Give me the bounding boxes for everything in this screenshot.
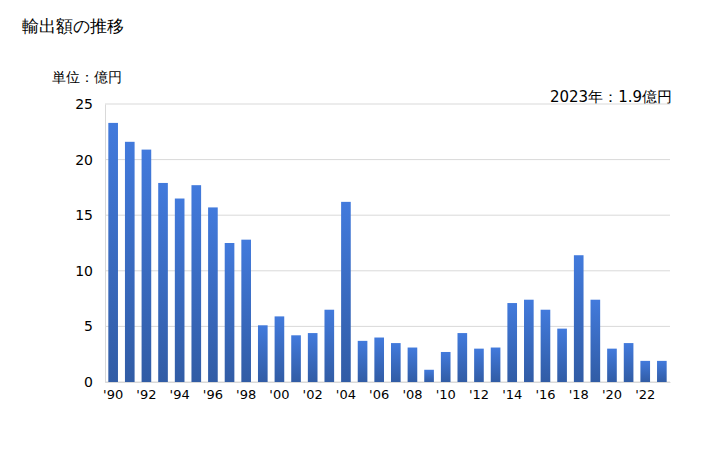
x-tick-label: '18 <box>569 387 589 402</box>
bar <box>507 303 517 382</box>
bar <box>408 348 418 382</box>
bar <box>458 333 468 382</box>
x-tick-label: '22 <box>635 387 655 402</box>
y-tick-label: 20 <box>75 152 93 168</box>
bar <box>142 150 152 382</box>
grid-line <box>105 215 670 216</box>
x-tick: '22 <box>635 387 655 402</box>
plot: 0 5 10 15 20 25 '90 '92 '94 '96 '98 '00 '02 '04 '06 '08… <box>75 96 670 402</box>
x-tick-label: '10 <box>436 387 456 402</box>
grid-line <box>105 159 670 160</box>
y-tick-label: 10 <box>75 263 93 279</box>
x-tick-label: '14 <box>502 387 522 402</box>
grid <box>105 104 670 382</box>
x-axis-line <box>106 382 671 383</box>
x-tick: '12 <box>469 387 489 402</box>
bar <box>640 361 650 382</box>
bar <box>175 199 185 382</box>
x-tick-label: '00 <box>269 387 289 402</box>
x-tick-label: '08 <box>402 387 422 402</box>
x-tick-label: '94 <box>170 387 190 402</box>
title: 輸出額の推移 <box>22 16 124 36</box>
annotation: 2023年：1.9億円 <box>550 88 672 106</box>
chart: 輸出額の推移単位：億円2023年：1.9億円0510152025'90'92'9… <box>0 0 728 450</box>
bar <box>158 183 168 382</box>
y-tick: 10 <box>75 263 105 279</box>
bar <box>108 123 118 382</box>
x-tick-label: '16 <box>535 387 555 402</box>
y-tick-label: 0 <box>84 374 93 390</box>
bar <box>391 343 401 382</box>
bar <box>308 333 318 382</box>
x-tick-label: '02 <box>303 387 323 402</box>
x-tick: '90 <box>103 387 123 402</box>
bar <box>324 310 334 382</box>
x-tick: '10 <box>436 387 456 402</box>
bar <box>258 325 268 382</box>
x-tick: '94 <box>170 387 190 402</box>
y-tick: 15 <box>75 207 105 223</box>
bar <box>275 316 285 382</box>
bar <box>341 202 351 382</box>
x-tick-label: '98 <box>236 387 256 402</box>
bar <box>607 349 617 382</box>
bar <box>624 343 634 382</box>
x-tick: '16 <box>535 387 555 402</box>
bar <box>424 370 434 382</box>
bar <box>358 341 368 382</box>
x-tick: '20 <box>602 387 622 402</box>
bar <box>241 240 251 382</box>
y-tick-label: 15 <box>75 207 93 223</box>
x-tick-label: '92 <box>136 387 156 402</box>
x-tick: '02 <box>303 387 323 402</box>
x-axis: '90 '92 '94 '96 '98 '00 '02 '04 '06 '08 '10 '12 '14 '… <box>103 383 670 403</box>
y-label: 単位：億円 <box>52 69 122 85</box>
y-tick: 5 <box>84 318 105 334</box>
x-tick: '96 <box>203 387 223 402</box>
x-tick: '14 <box>502 387 522 402</box>
x-tick-label: '12 <box>469 387 489 402</box>
y-axis: 0 5 10 15 20 25 <box>75 96 105 390</box>
bar <box>524 300 534 382</box>
bar <box>574 255 584 382</box>
y-tick-label: 25 <box>75 96 93 112</box>
bar <box>491 348 501 382</box>
x-tick: '08 <box>402 387 422 402</box>
y-axis-line <box>105 105 106 383</box>
y-tick-label: 5 <box>84 318 93 334</box>
bar <box>191 185 201 382</box>
bar <box>441 352 451 382</box>
y-tick: 0 <box>84 374 105 390</box>
x-tick-label: '04 <box>336 387 356 402</box>
x-tick-label: '96 <box>203 387 223 402</box>
bar <box>225 243 235 382</box>
x-tick-label: '90 <box>103 387 123 402</box>
grid-line <box>105 104 670 105</box>
x-tick: '06 <box>369 387 389 402</box>
bar <box>657 361 667 382</box>
bar <box>374 338 384 382</box>
bar <box>591 300 601 382</box>
bar <box>541 310 551 382</box>
x-tick-label: '06 <box>369 387 389 402</box>
grid-line <box>105 382 670 383</box>
bar <box>474 349 484 382</box>
grid-line <box>105 326 670 327</box>
bar <box>125 142 135 382</box>
x-tick: '00 <box>269 387 289 402</box>
grid-line <box>105 270 670 271</box>
x-tick: '04 <box>336 387 356 402</box>
bar <box>557 329 567 382</box>
y-tick: 25 <box>75 96 105 112</box>
x-tick: '18 <box>569 387 589 402</box>
bar <box>208 207 218 382</box>
y-tick: 20 <box>75 152 105 168</box>
bars <box>108 123 666 382</box>
x-tick-label: '20 <box>602 387 622 402</box>
x-tick: '98 <box>236 387 256 402</box>
bar <box>291 335 301 382</box>
x-tick: '92 <box>136 387 156 402</box>
